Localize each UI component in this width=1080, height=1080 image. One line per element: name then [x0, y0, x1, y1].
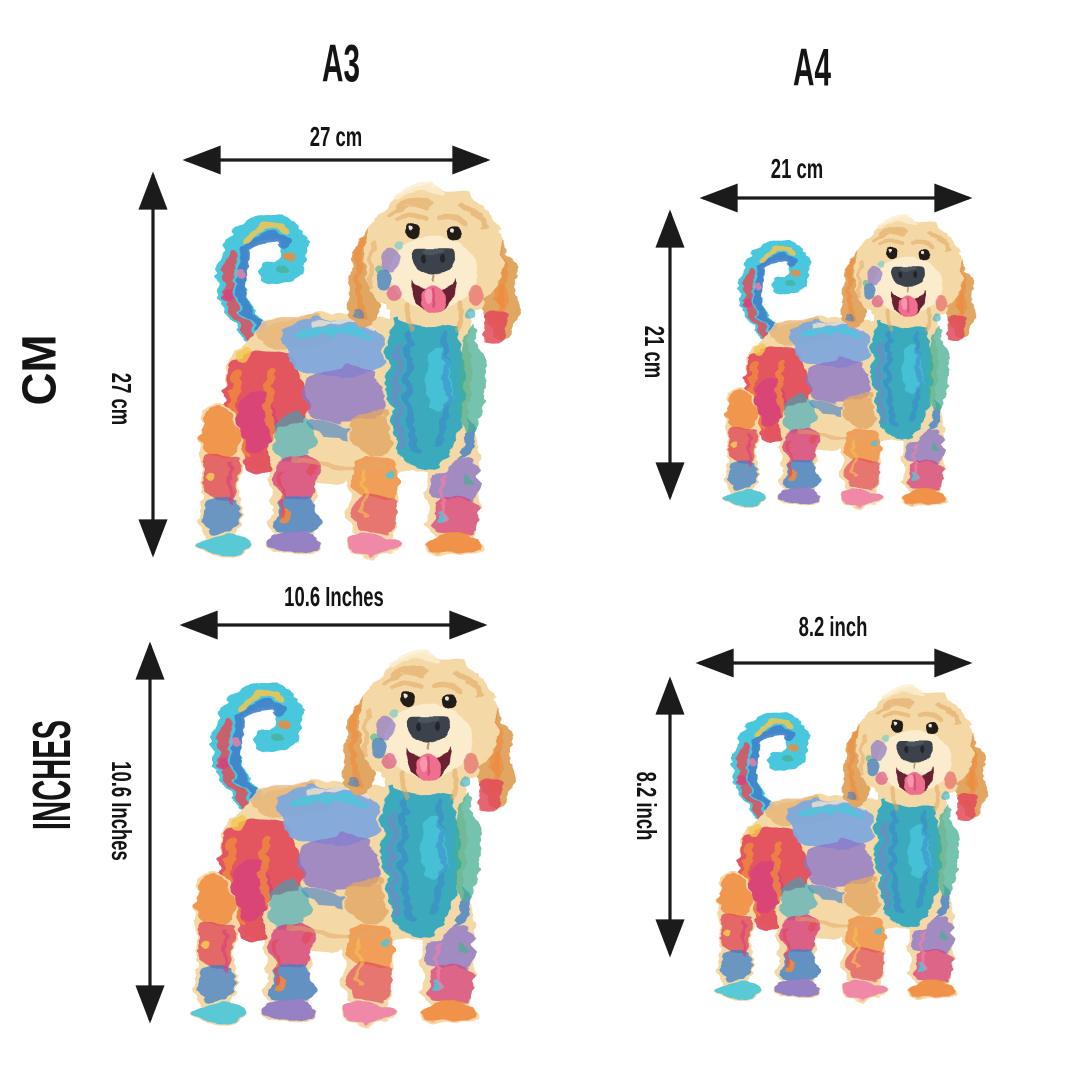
- column-header-a4: A4: [793, 38, 831, 98]
- a4-inches-height-label: 8.2 inch: [631, 771, 662, 841]
- goldendoodle-illustration-a4-cm: [722, 210, 978, 509]
- a3-cm-height-label: 27 cm: [106, 372, 137, 426]
- a3-cm-width-label: 27 cm: [309, 121, 363, 152]
- goldendoodle-illustration-a3-inches: [190, 644, 518, 1027]
- column-header-a3: A3: [322, 34, 360, 94]
- a4-cm-height-label: 21 cm: [639, 325, 670, 379]
- a3-inches-height-label: 10.6 Inches: [106, 761, 137, 861]
- a4-cm-width-label: 21 cm: [770, 153, 824, 184]
- goldendoodle-illustration-a3-cm: [195, 176, 523, 559]
- row-header-cm: CM: [13, 334, 67, 406]
- row-header-inches: INCHES: [22, 719, 82, 831]
- goldendoodle-illustration-a4-inches: [714, 680, 990, 1002]
- a3-inches-width-label: 10.6 Inches: [284, 581, 384, 612]
- a4-inches-width-label: 8.2 inch: [798, 611, 868, 642]
